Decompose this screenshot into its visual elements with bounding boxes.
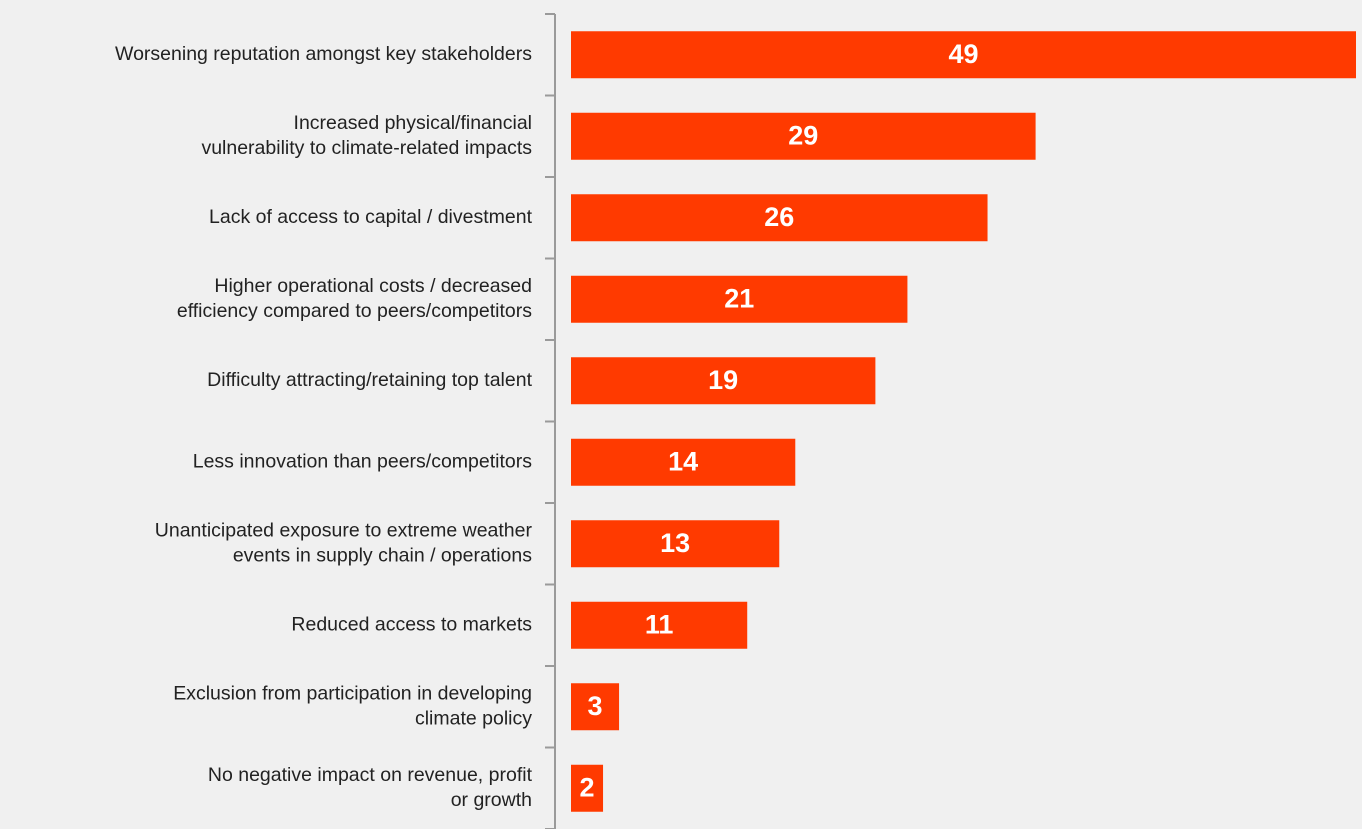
bar-value-label: 14 [668, 446, 698, 476]
category-label: efficiency compared to peers/competitors [177, 300, 532, 322]
bar-value-label: 11 [645, 609, 674, 639]
bar [571, 520, 780, 568]
category-label: Difficulty attracting/retaining top tale… [207, 369, 532, 391]
category-label: vulnerability to climate-related impacts [201, 137, 532, 159]
category-label: Reduced access to markets [291, 613, 532, 635]
category-label: Less innovation than peers/competitors [193, 450, 533, 472]
bar-value-label: 19 [708, 365, 738, 395]
bar-value-label: 29 [788, 120, 818, 150]
category-label: or growth [451, 789, 532, 811]
category-label: No negative impact on revenue, profit [208, 764, 533, 786]
bar [571, 357, 876, 405]
bar [571, 764, 604, 812]
bar [571, 438, 796, 486]
category-label: Worsening reputation amongst key stakeho… [115, 43, 532, 65]
category-label: Increased physical/financial [294, 112, 532, 134]
bar-value-label: 26 [764, 202, 794, 232]
category-label: Higher operational costs / decreased [214, 275, 532, 297]
category-label: Lack of access to capital / divestment [209, 206, 533, 228]
bar-value-label: 49 [948, 39, 978, 69]
bar [571, 683, 620, 731]
category-label: climate policy [415, 707, 532, 729]
bar-value-label: 13 [660, 528, 690, 558]
bar-value-label: 3 [588, 691, 603, 721]
bar [571, 275, 908, 323]
category-label: events in supply chain / operations [233, 544, 532, 566]
bar [571, 194, 988, 242]
category-label: Exclusion from participation in developi… [173, 682, 532, 704]
bar [571, 112, 1036, 160]
bar [571, 31, 1356, 79]
category-label: Unanticipated exposure to extreme weathe… [155, 519, 533, 541]
bar [571, 601, 748, 649]
bar-value-label: 2 [580, 772, 595, 802]
bar-value-label: 21 [724, 283, 754, 313]
